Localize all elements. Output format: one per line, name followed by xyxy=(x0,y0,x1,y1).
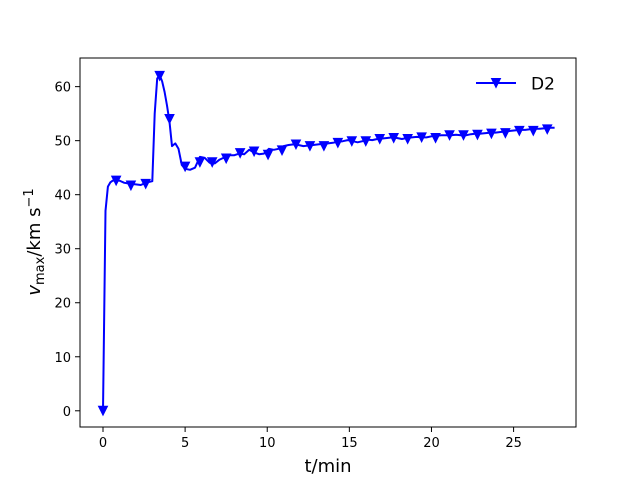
axes-frame xyxy=(79,57,577,428)
data-point-d2 xyxy=(402,134,413,145)
data-point-d2 xyxy=(194,157,206,168)
data-point-d2 xyxy=(220,153,232,165)
x-tick-label: 0 xyxy=(99,436,107,451)
y-axis-label-unit: /km s xyxy=(24,208,45,257)
data-point-d2 xyxy=(154,70,165,82)
y-tick-label: 10 xyxy=(54,351,71,366)
legend-label-d2: D2 xyxy=(531,75,555,95)
x-tick-label: 25 xyxy=(505,436,522,451)
y-axis-label: vmax/km s−1 xyxy=(22,188,48,295)
data-point-d2 xyxy=(360,136,372,147)
data-point-d2 xyxy=(500,128,511,139)
data-point-d2 xyxy=(332,137,344,149)
data-point-d2 xyxy=(486,128,497,140)
y-tick-label: 40 xyxy=(54,189,71,204)
data-point-d2 xyxy=(140,178,152,190)
data-point-d2 xyxy=(290,139,302,151)
y-axis-ticks: 0 10 20 30 40 50 60 xyxy=(54,81,80,420)
y-tick-label: 50 xyxy=(54,135,71,150)
data-point-d2 xyxy=(430,132,441,144)
x-tick-label: 5 xyxy=(181,436,189,451)
data-point-d2 xyxy=(388,132,400,144)
x-axis-ticks: 0 5 10 15 20 25 xyxy=(99,427,522,451)
y-tick-label: 0 xyxy=(63,405,71,420)
data-point-d2 xyxy=(374,134,386,145)
markers-layer xyxy=(97,70,553,417)
data-point-d2 xyxy=(262,149,274,161)
y-tick-label: 60 xyxy=(54,81,71,96)
data-point-d2 xyxy=(458,130,469,141)
data-point-d2 xyxy=(541,124,553,135)
data-point-d2 xyxy=(472,129,483,141)
plot-area xyxy=(79,57,577,428)
x-axis-label: t/min xyxy=(304,456,351,477)
data-point-d2 xyxy=(346,136,358,147)
x-tick-label: 10 xyxy=(259,436,276,451)
data-point-d2 xyxy=(318,141,330,152)
y-tick-label: 20 xyxy=(54,297,71,312)
data-point-d2 xyxy=(444,130,455,141)
data-point-d2 xyxy=(234,148,246,159)
y-axis-label-subscript: max xyxy=(33,256,48,285)
y-axis-label-exponent: −1 xyxy=(22,188,37,207)
data-point-d2 xyxy=(416,132,427,144)
data-point-d2 xyxy=(164,114,175,125)
data-point-d2 xyxy=(179,161,191,173)
x-tick-label: 20 xyxy=(423,436,440,451)
data-point-d2 xyxy=(248,146,260,158)
data-point-d2 xyxy=(110,175,122,187)
data-point-d2 xyxy=(527,125,539,137)
y-axis-label-var: v xyxy=(24,285,45,296)
legend-marker-d2 xyxy=(490,78,502,89)
x-tick-label: 15 xyxy=(341,436,358,451)
data-point-d2 xyxy=(125,180,137,192)
data-point-d2 xyxy=(304,141,316,152)
data-point-d2 xyxy=(97,405,109,417)
data-point-d2 xyxy=(276,145,288,157)
legend: D2 xyxy=(476,75,555,95)
y-tick-label: 30 xyxy=(54,243,71,258)
data-point-d2 xyxy=(206,157,218,168)
data-point-d2 xyxy=(514,125,525,137)
